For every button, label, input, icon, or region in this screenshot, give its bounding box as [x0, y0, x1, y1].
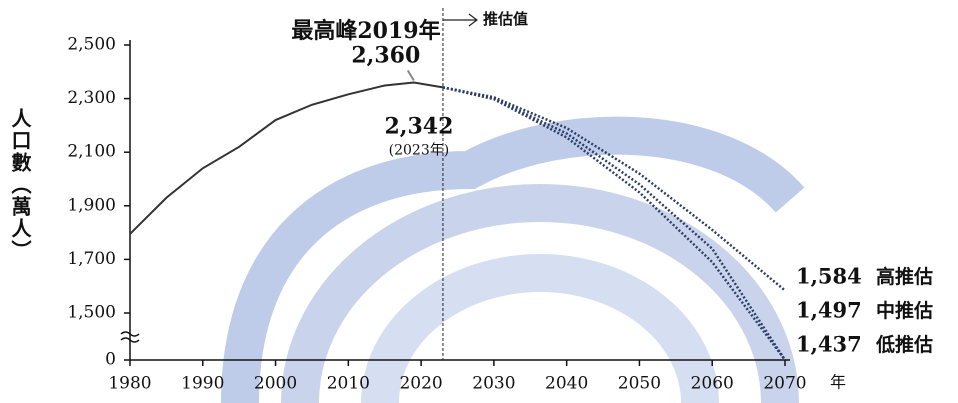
value-label: 1,437: [796, 332, 862, 357]
x-tick-label: 2030: [472, 374, 515, 394]
y-axis-title: 人口數（萬人）: [8, 108, 32, 262]
y-tick-label: 2,100: [67, 142, 116, 162]
projection-label: 推估值: [483, 10, 528, 28]
projection-line: [442, 86, 786, 292]
x-tick-label: 2070: [763, 374, 806, 394]
y-tick-label: 0: [105, 350, 116, 370]
x-tick-label: 2050: [618, 374, 661, 394]
value-label: 1,584: [796, 264, 862, 289]
y-tick-label: 1,700: [67, 249, 116, 269]
projection-arrow: [442, 13, 478, 27]
x-tick-label: 2060: [691, 374, 734, 394]
value-label: 2,360: [351, 43, 420, 69]
y-tick-label: 1,900: [67, 195, 116, 215]
x-tick-label: 2010: [327, 374, 370, 394]
projection-line: [442, 86, 787, 361]
x-tick-label: 2020: [399, 374, 442, 394]
chart-title: 最高峰2019年: [291, 18, 440, 44]
axis-break: [120, 331, 140, 343]
annotation-arrow: [406, 70, 415, 82]
x-tick-label: 2000: [254, 374, 297, 394]
projection-line: [442, 86, 787, 361]
value-label: 2,342: [384, 113, 453, 139]
x-axis-title: 年: [830, 373, 846, 392]
watermark: [221, 116, 805, 403]
x-tick-label: 1990: [181, 374, 224, 394]
y-tick-label: 2,500: [67, 35, 116, 55]
series-label: 高推估: [876, 265, 933, 288]
x-tick-label: 2040: [545, 374, 588, 394]
y-tick-label: 1,500: [67, 303, 116, 323]
x-tick-label: 1980: [108, 374, 151, 394]
history-line: [129, 81, 444, 235]
value-label: 1,497: [796, 298, 862, 323]
annotation: (2023年): [389, 142, 450, 158]
y-tick-label: 2,300: [67, 88, 116, 108]
series-label: 低推估: [875, 333, 933, 356]
series-label: 中推估: [876, 299, 933, 322]
